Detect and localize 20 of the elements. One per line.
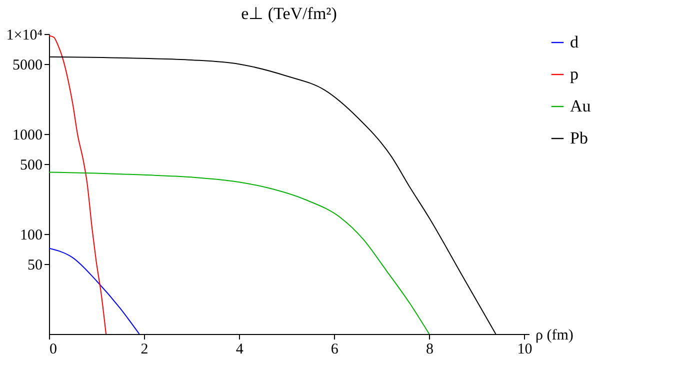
chart-title: e⊥ (TeV/fm²) — [241, 4, 337, 23]
y-tick-label: 5000 — [12, 58, 42, 74]
y-tick-label: 500 — [20, 158, 42, 174]
x-tick-label: 8 — [426, 342, 434, 358]
x-tick-label: 4 — [236, 342, 244, 358]
x-tick-label: 2 — [140, 342, 148, 358]
line-series — [49, 172, 430, 334]
legend-label: p — [570, 64, 578, 84]
legend-label: Pb — [570, 128, 588, 148]
y-tick-label: 1×10⁴ — [6, 28, 42, 44]
x-tick-label: 6 — [330, 342, 339, 358]
x-axis-title: ρ (fm) — [536, 328, 574, 344]
x-tick-label: 10 — [517, 342, 532, 358]
legend-label: d — [570, 32, 579, 52]
x-tick-label: 0 — [50, 342, 57, 358]
line-series — [49, 248, 140, 334]
legend-label: Au — [570, 96, 592, 116]
y-tick-label: 1000 — [12, 128, 42, 144]
y-tick-label: 100 — [20, 228, 42, 244]
y-tick-label: 50 — [28, 258, 42, 274]
